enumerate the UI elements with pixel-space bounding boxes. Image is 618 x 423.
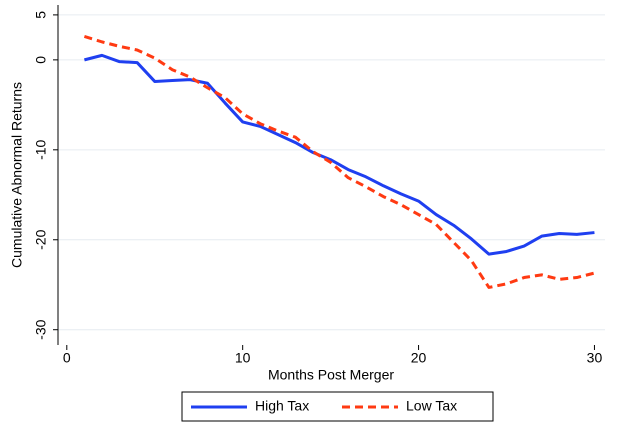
legend-label: High Tax xyxy=(255,398,309,414)
y-axis-label: Cumulative Abnormal Returns xyxy=(9,82,25,268)
y-tick-label: 0 xyxy=(33,56,49,64)
series-line xyxy=(83,35,595,289)
legend-label: Low Tax xyxy=(406,398,457,414)
y-tick-label: 5 xyxy=(33,11,49,19)
x-tick-label: 20 xyxy=(411,350,427,366)
y-tick-label: -30 xyxy=(33,319,49,339)
x-tick-label: 30 xyxy=(587,350,603,366)
y-tick-label: -10 xyxy=(33,139,49,159)
x-axis-label: Months Post Merger xyxy=(268,367,394,383)
series-line xyxy=(84,53,595,256)
x-tick-label: 0 xyxy=(63,350,71,366)
legend-box xyxy=(181,391,494,422)
y-tick-label: -20 xyxy=(33,229,49,249)
x-tick-label: 10 xyxy=(235,350,251,366)
